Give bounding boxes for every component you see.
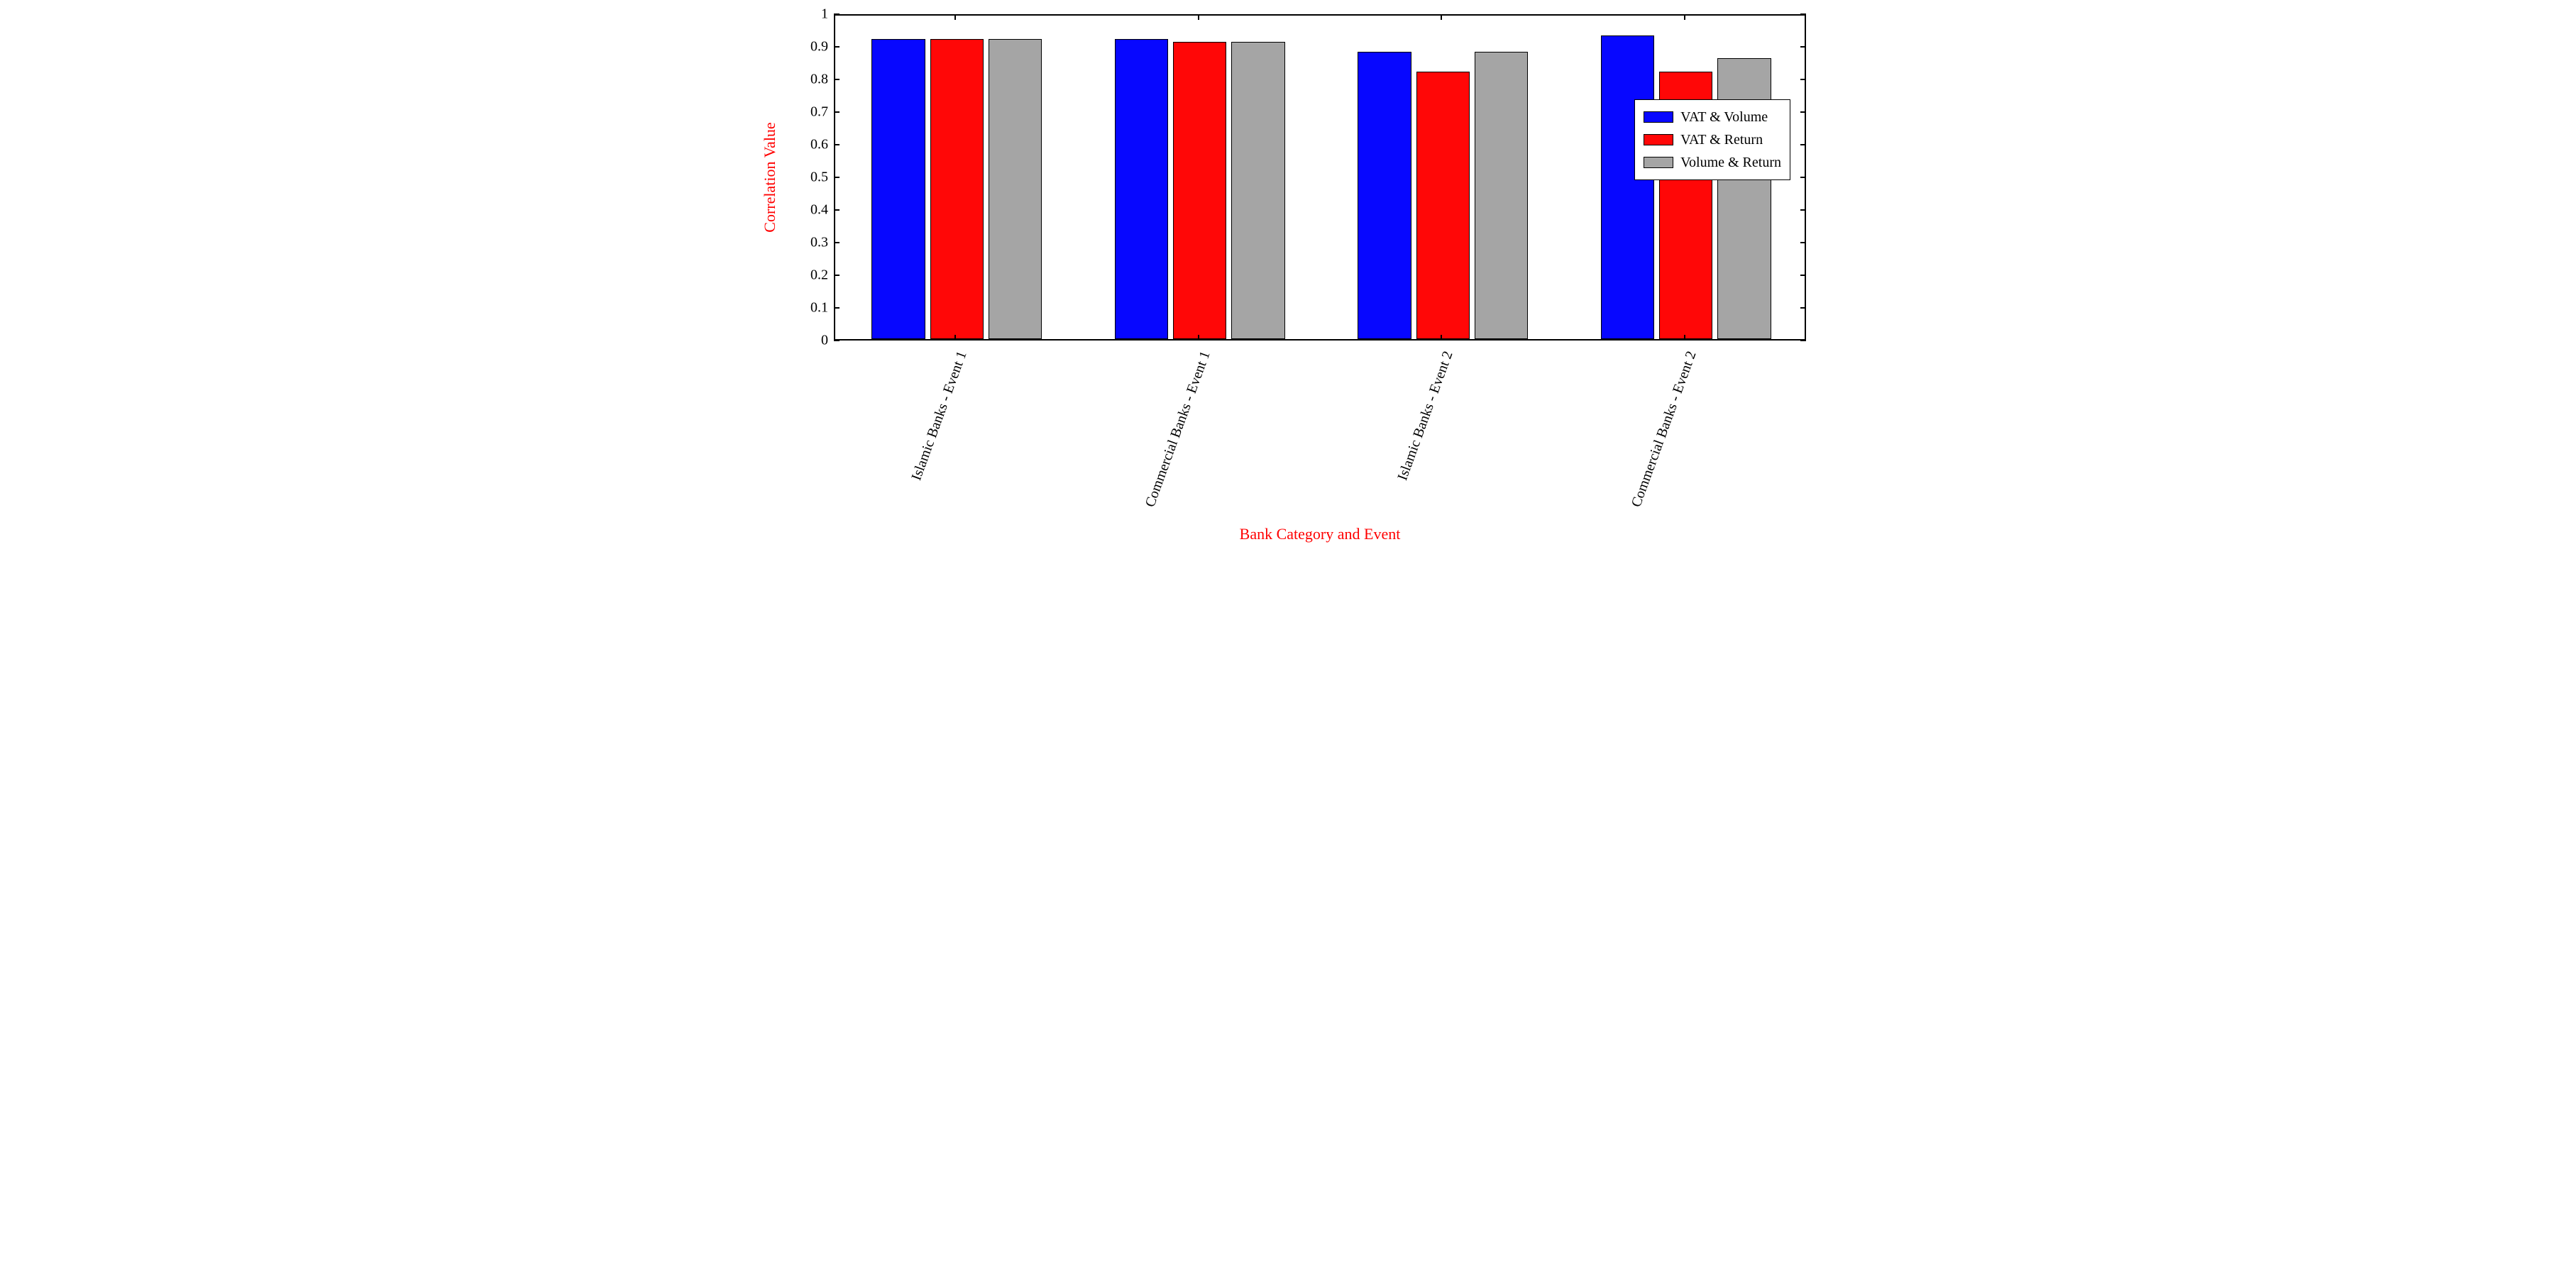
y-tick-label: 0.4: [810, 202, 828, 218]
y-tick-mark: [1800, 177, 1806, 178]
legend-label: VAT & Volume: [1680, 106, 1768, 128]
y-tick-mark: [1800, 144, 1806, 145]
x-tick-mark: [1441, 14, 1442, 20]
y-tick-label: 0.8: [810, 72, 828, 88]
y-tick-mark: [1800, 340, 1806, 341]
bar: [1416, 72, 1470, 339]
y-tick-mark: [1800, 275, 1806, 276]
bar: [1173, 42, 1226, 339]
x-tick-mark: [1198, 14, 1199, 20]
bar: [1231, 42, 1284, 339]
bar: [989, 39, 1042, 339]
y-tick-mark: [1800, 209, 1806, 211]
y-tick-label: 0: [821, 333, 828, 349]
y-tick-label: 0.3: [810, 235, 828, 251]
x-tick-mark: [1198, 335, 1199, 341]
y-tick-mark: [834, 209, 840, 211]
x-tick-label: Commercial Banks - Event 2: [1622, 349, 1700, 528]
y-tick-mark: [834, 340, 840, 341]
y-tick-label: 0.1: [810, 300, 828, 316]
x-tick-label: Commercial Banks - Event 1: [1135, 349, 1214, 528]
y-tick-mark: [834, 242, 840, 243]
y-tick-mark: [834, 79, 840, 80]
x-tick-mark: [1441, 335, 1442, 341]
y-axis-label: Correlation Value: [761, 122, 779, 232]
y-tick-mark: [834, 111, 840, 113]
x-tick-label: Islamic Banks - Event 2: [1378, 349, 1457, 528]
y-tick-mark: [834, 46, 840, 48]
y-tick-mark: [1800, 46, 1806, 48]
y-tick-label: 0.6: [810, 137, 828, 153]
legend-item: Volume & Return: [1644, 151, 1781, 174]
bar: [1601, 35, 1654, 339]
x-tick-mark: [1684, 14, 1685, 20]
y-tick-mark: [834, 177, 840, 178]
x-tick-mark: [1684, 335, 1685, 341]
legend-swatch: [1644, 111, 1673, 123]
y-tick-mark: [834, 275, 840, 276]
y-tick-mark: [1800, 307, 1806, 309]
correlation-bar-chart: Correlation Value Bank Category and Even…: [756, 7, 1820, 546]
x-tick-mark: [954, 335, 956, 341]
y-tick-mark: [1800, 111, 1806, 113]
y-tick-mark: [1800, 79, 1806, 80]
y-tick-label: 0.7: [810, 104, 828, 121]
x-tick-label: Islamic Banks - Event 1: [892, 349, 971, 528]
legend: VAT & VolumeVAT & ReturnVolume & Return: [1634, 99, 1790, 180]
legend-swatch: [1644, 134, 1673, 145]
bar: [1358, 52, 1411, 339]
y-tick-mark: [834, 13, 840, 15]
x-axis-label: Bank Category and Event: [1240, 525, 1401, 543]
y-tick-label: 0.5: [810, 170, 828, 186]
legend-item: VAT & Volume: [1644, 106, 1781, 128]
y-tick-mark: [1800, 13, 1806, 15]
y-tick-label: 1: [821, 6, 828, 23]
x-tick-mark: [954, 14, 956, 20]
y-tick-mark: [834, 144, 840, 145]
legend-item: VAT & Return: [1644, 128, 1781, 151]
bar: [871, 39, 925, 339]
y-tick-mark: [1800, 242, 1806, 243]
legend-swatch: [1644, 157, 1673, 168]
bar: [1115, 39, 1168, 339]
bar: [930, 39, 984, 339]
legend-label: Volume & Return: [1680, 151, 1781, 174]
y-tick-label: 0.2: [810, 267, 828, 284]
y-tick-mark: [834, 307, 840, 309]
y-tick-label: 0.9: [810, 39, 828, 55]
legend-label: VAT & Return: [1680, 128, 1763, 151]
bar: [1475, 52, 1528, 339]
